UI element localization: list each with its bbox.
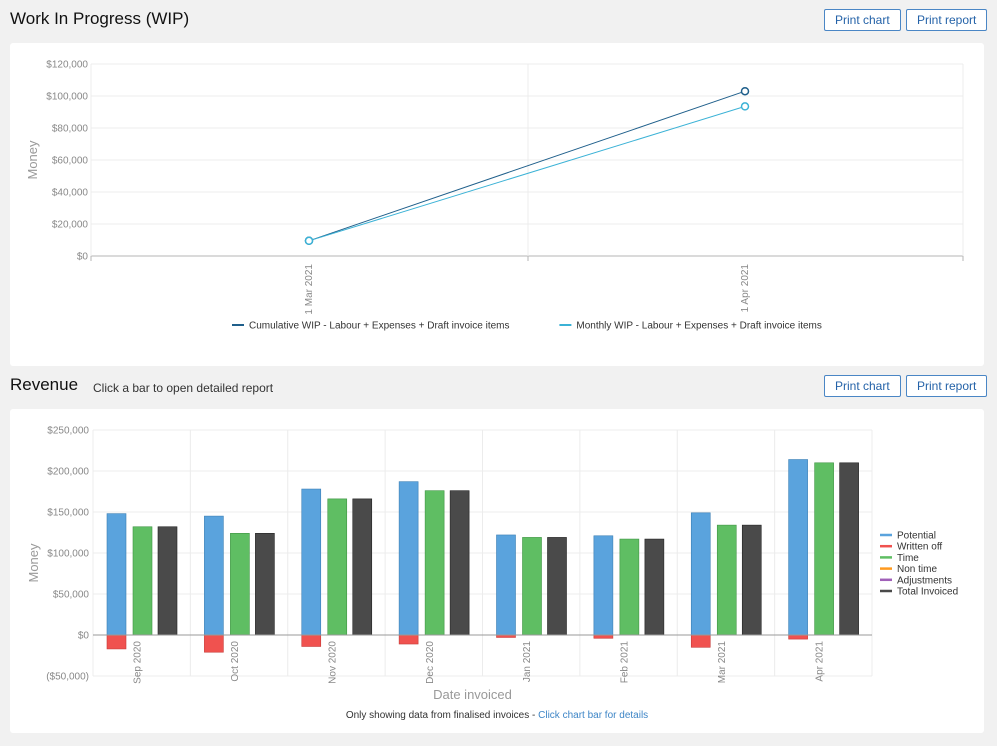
revenue-bar-group[interactable]: [690, 512, 762, 648]
revenue-bar-written-off[interactable]: [301, 634, 322, 647]
revenue-print-chart-button[interactable]: Print chart: [824, 375, 901, 397]
wip-x-tick-label: 1 Mar 2021: [304, 264, 315, 315]
wip-y-axis-title: Money: [25, 140, 40, 180]
revenue-x-tick-label: Sep 2020: [133, 641, 144, 684]
wip-x-tick-label: 1 Apr 2021: [740, 264, 751, 313]
revenue-y-tick-label: ($50,000): [46, 672, 89, 683]
revenue-bar-potential[interactable]: [398, 481, 419, 636]
wip-title: Work In Progress (WIP): [10, 9, 190, 28]
wip-y-tick-label: $40,000: [52, 188, 89, 199]
revenue-bar-total-invoiced[interactable]: [644, 538, 665, 636]
wip-chart-card: $0 $20,000 $40,000 $60,000 $80,000 $100,000 $1…: [10, 43, 984, 366]
wip-print-report-button[interactable]: Print report: [906, 9, 988, 31]
revenue-bar-time[interactable]: [230, 533, 250, 636]
revenue-y-tick-label: $250,000: [47, 426, 89, 437]
revenue-x-tick-label: Nov 2020: [327, 641, 338, 684]
revenue-x-tick-label: Mar 2021: [717, 641, 728, 684]
revenue-bar-potential[interactable]: [204, 515, 224, 636]
revenue-footnote: Only showing data from finalised invoice…: [10, 710, 984, 721]
revenue-bar-group[interactable]: [398, 481, 470, 645]
revenue-bar-written-off[interactable]: [204, 634, 224, 653]
revenue-bar-group[interactable]: [788, 459, 859, 640]
revenue-x-tick-label: Dec 2020: [425, 641, 436, 684]
revenue-bar-chart[interactable]: ($50,000) $0 $50,000 $100,000 $150,000 $200,0…: [10, 409, 984, 733]
revenue-bar-time[interactable]: [716, 524, 737, 636]
revenue-legend-label: Adjustments: [897, 575, 952, 586]
revenue-bar-group[interactable]: [301, 488, 373, 647]
revenue-bar-total-invoiced[interactable]: [449, 490, 470, 636]
wip-data-point[interactable]: [740, 102, 750, 111]
revenue-bar-time[interactable]: [619, 538, 640, 636]
revenue-x-tick-label: Feb 2021: [620, 641, 631, 684]
revenue-bar-time[interactable]: [132, 526, 153, 636]
revenue-footnote-text: Only showing data from finalised invoice…: [345, 710, 539, 721]
revenue-bar-total-invoiced[interactable]: [741, 524, 762, 636]
wip-y-tick-label: $80,000: [52, 124, 89, 135]
revenue-legend-label: Written off: [897, 542, 942, 553]
revenue-footnote-link[interactable]: Click chart bar for details: [538, 710, 649, 721]
revenue-bar-total-invoiced[interactable]: [157, 526, 178, 636]
revenue-legend-label: Non time: [897, 564, 937, 575]
revenue-bar-written-off[interactable]: [398, 634, 419, 645]
wip-y-tick-label: $120,000: [46, 60, 88, 71]
revenue-x-tick-label: Apr 2021: [814, 641, 825, 682]
revenue-x-axis-title: Date invoiced: [433, 687, 512, 702]
wip-print-chart-button[interactable]: Print chart: [824, 9, 901, 31]
revenue-bar-time[interactable]: [814, 462, 834, 636]
revenue-bar-written-off[interactable]: [690, 634, 711, 648]
revenue-title: Revenue: [10, 375, 79, 394]
revenue-bar-potential[interactable]: [496, 534, 516, 636]
revenue-bar-potential[interactable]: [106, 513, 127, 636]
revenue-bar-time[interactable]: [424, 490, 445, 636]
revenue-bar-group[interactable]: [106, 513, 178, 650]
revenue-bar-potential[interactable]: [690, 512, 711, 636]
revenue-bar-time[interactable]: [522, 537, 542, 636]
revenue-bar-written-off[interactable]: [106, 634, 127, 650]
wip-legend-label: Monthly WIP - Labour + Expenses + Draft …: [576, 321, 821, 332]
revenue-legend-label: Time: [897, 553, 919, 564]
revenue-bar-written-off[interactable]: [788, 634, 808, 640]
revenue-subtitle: Click a bar to open detailed report: [93, 381, 274, 395]
revenue-y-tick-label: $0: [78, 631, 90, 642]
revenue-chart-card: ($50,000) $0 $50,000 $100,000 $150,000 $200,0…: [10, 409, 984, 733]
revenue-bar-group[interactable]: [496, 534, 567, 638]
revenue-bar-total-invoiced[interactable]: [255, 533, 275, 636]
revenue-y-axis-title: Money: [26, 543, 41, 583]
revenue-bar-time[interactable]: [327, 498, 348, 636]
wip-y-tick-label: $20,000: [52, 220, 89, 231]
revenue-bar-potential[interactable]: [788, 459, 808, 636]
revenue-bar-potential[interactable]: [301, 488, 322, 636]
wip-y-tick-label: $0: [77, 252, 89, 263]
revenue-bar-total-invoiced[interactable]: [547, 537, 567, 636]
wip-line-chart[interactable]: $0 $20,000 $40,000 $60,000 $80,000 $100,000 $1…: [10, 43, 984, 366]
revenue-x-tick-label: Oct 2020: [230, 641, 241, 682]
revenue-y-tick-label: $100,000: [47, 549, 89, 560]
revenue-bar-group[interactable]: [204, 515, 275, 653]
revenue-legend-label: Total Invoiced: [897, 587, 958, 598]
revenue-legend-label: Potential: [897, 531, 936, 542]
wip-legend-label: Cumulative WIP - Labour + Expenses + Dra…: [249, 321, 509, 332]
wip-data-point[interactable]: [740, 86, 750, 96]
revenue-bar-total-invoiced[interactable]: [352, 498, 373, 636]
revenue-bar-group[interactable]: [593, 535, 665, 639]
wip-series-line[interactable]: [308, 105, 746, 242]
revenue-bar-total-invoiced[interactable]: [839, 462, 859, 636]
revenue-y-tick-label: $50,000: [53, 590, 90, 601]
revenue-y-tick-label: $150,000: [47, 508, 89, 519]
wip-series-line[interactable]: [308, 90, 746, 242]
wip-y-tick-label: $100,000: [46, 92, 88, 103]
revenue-bar-potential[interactable]: [593, 535, 614, 636]
revenue-x-tick-label: Jan 2021: [522, 641, 533, 683]
wip-data-point[interactable]: [304, 236, 314, 246]
revenue-y-tick-label: $200,000: [47, 467, 89, 478]
wip-y-tick-label: $60,000: [52, 156, 89, 167]
revenue-print-report-button[interactable]: Print report: [906, 375, 988, 397]
